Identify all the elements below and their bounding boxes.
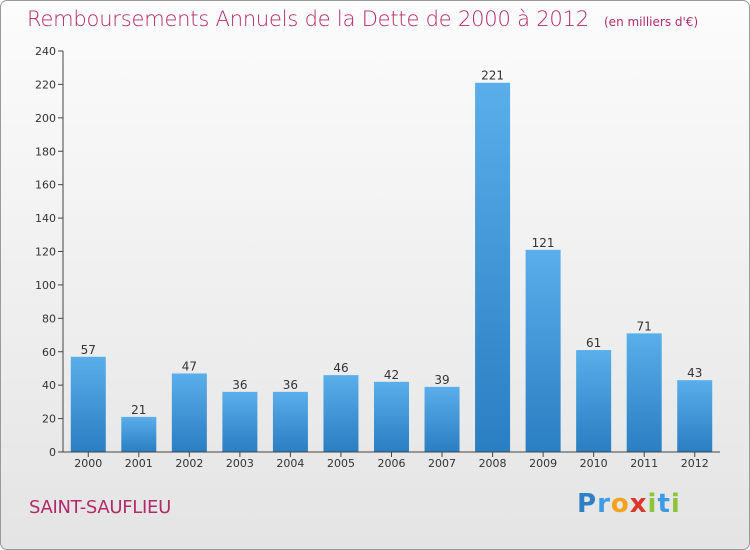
bar-value-label: 46	[333, 361, 348, 375]
y-tick-label: 180	[35, 145, 56, 158]
bar-value-label: 42	[384, 368, 399, 382]
y-tick-label: 20	[42, 413, 56, 426]
chart-title: Remboursements Annuels de la Dette de 20…	[27, 7, 589, 31]
x-tick-label: 2004	[276, 457, 304, 470]
y-tick-label: 140	[35, 212, 56, 225]
y-tick-label: 60	[42, 346, 56, 359]
y-tick-label: 0	[49, 446, 56, 459]
bar-value-label: 43	[687, 366, 702, 380]
chart-unit: (en milliers d'€)	[604, 15, 699, 29]
x-tick-label: 2008	[479, 457, 507, 470]
place-name: SAINT-SAUFLIEU	[29, 497, 171, 518]
logo-letter: x	[629, 489, 648, 519]
bar	[424, 386, 460, 452]
bar	[626, 333, 662, 452]
x-axis: 2000 2001 2002 2003 2004 2005 2006 2007 2008 2009…	[63, 451, 720, 470]
bar	[70, 356, 106, 452]
bar	[374, 381, 409, 452]
bar-value-label: 36	[232, 378, 247, 392]
bar-value-label: 36	[283, 378, 298, 392]
y-tick-label: 240	[35, 45, 56, 58]
x-tick-label: 2005	[327, 457, 355, 470]
x-tick-label: 2003	[226, 457, 254, 470]
bar-value-label: 61	[586, 336, 601, 350]
bars: 57 21 47 36 36 46 42 39 221 121 61 71 43	[70, 69, 713, 452]
logo-letter: P	[577, 489, 598, 519]
y-tick-label: 80	[42, 312, 56, 325]
logo-letter: o	[610, 489, 630, 519]
x-tick-label: 2002	[175, 457, 203, 470]
bar-value-label: 121	[532, 236, 555, 250]
bar	[525, 249, 561, 452]
x-tick-label: 2012	[681, 457, 709, 470]
y-tick-label: 200	[35, 112, 56, 125]
bar	[222, 391, 258, 452]
y-axis: 0 20 40 60 80 100 120 140 160 180 200 220 240	[35, 45, 64, 459]
bar	[171, 373, 207, 452]
bar	[121, 416, 157, 452]
chart-title-row: Remboursements Annuels de la Dette de 20…	[27, 7, 698, 31]
bar-value-label: 57	[81, 343, 96, 357]
bar	[323, 375, 359, 452]
x-tick-label: 2006	[378, 457, 406, 470]
logo-letter: i	[647, 489, 658, 519]
bar	[475, 82, 511, 452]
bar	[677, 380, 713, 452]
x-tick-label: 2001	[125, 457, 153, 470]
bar-value-label: 47	[182, 359, 197, 373]
bar-value-label: 221	[481, 69, 504, 83]
logo-letter: t	[657, 489, 671, 519]
logo-letter: i	[670, 489, 681, 519]
x-tick-label: 2010	[580, 457, 608, 470]
x-tick-label: 2007	[428, 457, 456, 470]
x-tick-label: 2011	[630, 457, 658, 470]
y-tick-label: 220	[35, 78, 56, 91]
bar	[272, 391, 308, 452]
y-tick-label: 160	[35, 179, 56, 192]
proxiti-logo: Proxiti	[577, 489, 681, 519]
x-tick-label: 2000	[74, 457, 102, 470]
y-tick-label: 40	[42, 379, 56, 392]
bar-value-label: 71	[637, 319, 652, 333]
y-tick-label: 100	[35, 279, 56, 292]
bar	[576, 350, 612, 452]
y-tick-label: 120	[35, 246, 56, 259]
x-tick-label: 2009	[529, 457, 557, 470]
bar-value-label: 21	[131, 403, 146, 417]
bar-value-label: 39	[434, 373, 449, 387]
logo-letter: r	[597, 489, 611, 519]
